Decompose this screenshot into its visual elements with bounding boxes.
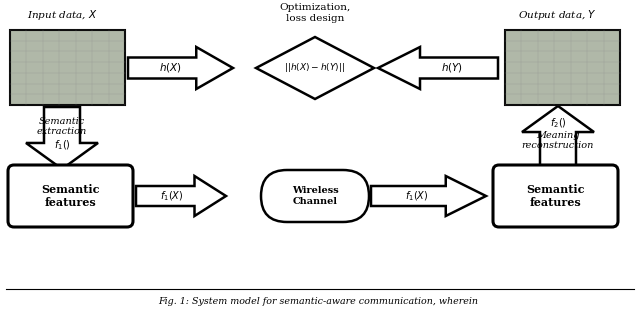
FancyBboxPatch shape: [261, 170, 369, 222]
Bar: [10, 30, 125, 105]
Polygon shape: [136, 176, 226, 216]
FancyBboxPatch shape: [8, 165, 133, 227]
Text: Fig. 1: System model for semantic-aware communication, wherein: Fig. 1: System model for semantic-aware …: [158, 296, 478, 306]
Text: Output data, $Y$: Output data, $Y$: [518, 8, 596, 22]
Text: $f_2()$
Meaning
reconstruction: $f_2()$ Meaning reconstruction: [522, 116, 594, 151]
Bar: [505, 30, 620, 105]
Polygon shape: [371, 176, 486, 216]
Text: Semantic
features: Semantic features: [526, 184, 585, 208]
Text: $f_1(X)$: $f_1(X)$: [160, 189, 184, 203]
Polygon shape: [26, 107, 98, 169]
Polygon shape: [522, 106, 594, 168]
Polygon shape: [378, 47, 498, 89]
Text: Optimization,
loss design: Optimization, loss design: [280, 3, 351, 23]
Text: $h(X)$: $h(X)$: [159, 61, 181, 75]
Text: $||h(X)-h(Y)||$: $||h(X)-h(Y)||$: [284, 61, 346, 75]
Text: Semantic
features: Semantic features: [41, 184, 100, 208]
Text: Semantic
extraction
$f_1()$: Semantic extraction $f_1()$: [37, 117, 87, 152]
Polygon shape: [256, 37, 374, 99]
Text: $h(Y)$: $h(Y)$: [442, 61, 463, 75]
Text: $f_1(X)$: $f_1(X)$: [405, 189, 429, 203]
Text: Input data, $X$: Input data, $X$: [27, 8, 97, 22]
FancyBboxPatch shape: [493, 165, 618, 227]
Polygon shape: [128, 47, 233, 89]
Text: Wireless
Channel: Wireless Channel: [292, 186, 339, 206]
